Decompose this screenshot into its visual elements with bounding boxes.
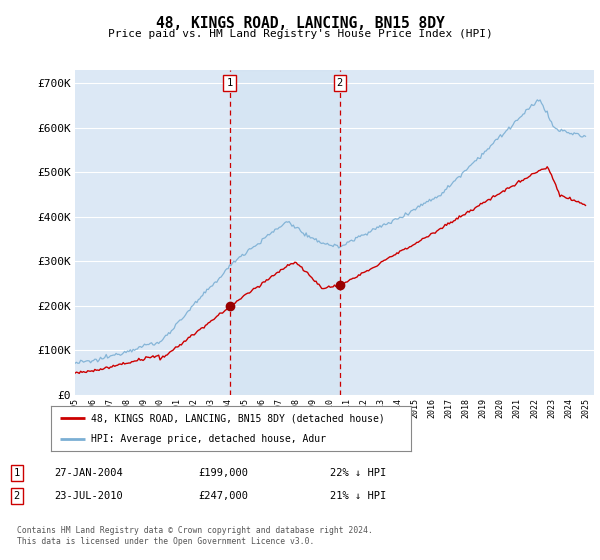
Text: 2: 2 [14, 491, 20, 501]
Text: 1: 1 [226, 78, 233, 88]
Text: 48, KINGS ROAD, LANCING, BN15 8DY: 48, KINGS ROAD, LANCING, BN15 8DY [155, 16, 445, 31]
Bar [230, 70, 340, 395]
Text: Contains HM Land Registry data © Crown copyright and database right 2024.
This d: Contains HM Land Registry data © Crown c… [17, 526, 373, 546]
Text: 23-JUL-2010: 23-JUL-2010 [54, 491, 123, 501]
Text: 48, KINGS ROAD, LANCING, BN15 8DY (detached house): 48, KINGS ROAD, LANCING, BN15 8DY (detac… [91, 413, 385, 423]
Text: £247,000: £247,000 [198, 491, 248, 501]
Text: 21% ↓ HPI: 21% ↓ HPI [330, 491, 386, 501]
Text: HPI: Average price, detached house, Adur: HPI: Average price, detached house, Adur [91, 433, 326, 444]
Text: 27-JAN-2004: 27-JAN-2004 [54, 468, 123, 478]
Text: £199,000: £199,000 [198, 468, 248, 478]
Text: 22% ↓ HPI: 22% ↓ HPI [330, 468, 386, 478]
Text: 1: 1 [14, 468, 20, 478]
Text: Price paid vs. HM Land Registry's House Price Index (HPI): Price paid vs. HM Land Registry's House … [107, 29, 493, 39]
Text: 2: 2 [337, 78, 343, 88]
